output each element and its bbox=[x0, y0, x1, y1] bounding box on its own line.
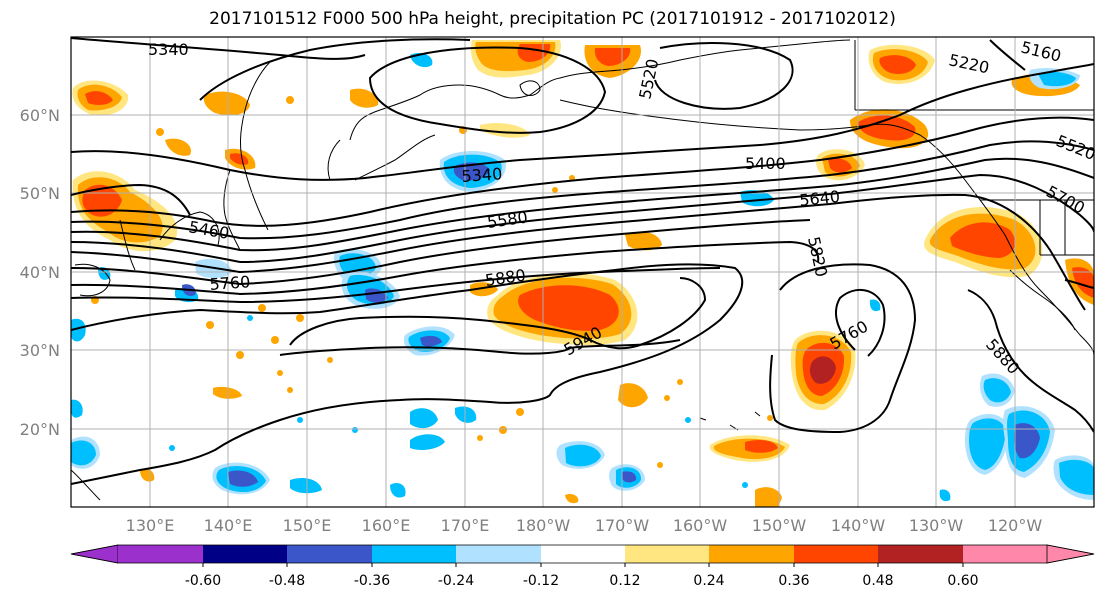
map-title: 2017101512 F000 500 hPa height, precipit… bbox=[209, 9, 896, 29]
lat-label: 60°N bbox=[20, 106, 60, 125]
colorbar-tick-label: 0.36 bbox=[778, 573, 809, 589]
colorbar-segment bbox=[541, 545, 625, 563]
colorbar-segment bbox=[794, 545, 878, 563]
lon-label: 160°W bbox=[673, 516, 728, 535]
lon-label: 170°W bbox=[595, 516, 650, 535]
contour-label: 5640 bbox=[798, 187, 840, 210]
colorbar-segment bbox=[709, 545, 794, 563]
lon-label: 150°W bbox=[752, 516, 807, 535]
lat-label: 30°N bbox=[20, 341, 60, 360]
colorbar-segment bbox=[118, 545, 203, 563]
colorbar-tick-label: -0.24 bbox=[438, 573, 474, 589]
colorbar-segment bbox=[203, 545, 287, 563]
colorbar-outline bbox=[70, 544, 1095, 564]
height-contours bbox=[71, 37, 1094, 485]
pos-anomaly-hawaii-ne bbox=[140, 330, 856, 507]
lon-label: 180°W bbox=[516, 516, 571, 535]
gridlines bbox=[71, 37, 1094, 507]
colorbar-tick-label: -0.48 bbox=[269, 573, 305, 589]
colorbar-segment bbox=[456, 545, 541, 563]
pos-anomaly-california bbox=[625, 207, 1094, 305]
lon-label: 160°E bbox=[362, 516, 411, 535]
colorbar-extend-low bbox=[70, 544, 119, 564]
lon-label: 140°E bbox=[204, 516, 253, 535]
colorbar-segment bbox=[287, 545, 372, 563]
contour-label: 5340 bbox=[148, 40, 189, 59]
colorbar-tick-label: 0.60 bbox=[947, 573, 978, 589]
lat-label: 20°N bbox=[20, 420, 60, 439]
colorbar-tick-label: -0.60 bbox=[185, 573, 221, 589]
longitude-labels: 130°E 140°E 150°E 160°E 170°E 180°W 170°… bbox=[126, 516, 1043, 535]
colorbar-tick-label: 0.48 bbox=[862, 573, 893, 589]
contour-label: 5340 bbox=[461, 164, 503, 186]
colorbar-extend-high bbox=[1046, 544, 1095, 564]
neg-anomaly-areas bbox=[71, 53, 1094, 502]
lat-label: 40°N bbox=[20, 263, 60, 282]
colorbar-ticks: -0.60 -0.48 -0.36 -0.24 -0.12 0.12 0.24 … bbox=[185, 573, 979, 589]
contour-label: 5760 bbox=[209, 272, 251, 294]
colorbar-tick-label: -0.36 bbox=[354, 573, 390, 589]
colorbar-segment bbox=[878, 545, 963, 563]
map-frame bbox=[70, 36, 1095, 508]
colorbar: -0.60 -0.48 -0.36 -0.24 -0.12 0.12 0.24 … bbox=[70, 544, 1095, 589]
pos-anomaly-kamchatka bbox=[165, 88, 530, 170]
lon-label: 170°E bbox=[441, 516, 490, 535]
colorbar-segments bbox=[70, 544, 1095, 567]
colorbar-segment bbox=[625, 545, 709, 563]
pos-anomaly-gulf-alaska bbox=[816, 44, 1080, 181]
lon-label: 130°W bbox=[909, 516, 964, 535]
lon-label: 140°W bbox=[831, 516, 886, 535]
lat-label: 50°N bbox=[20, 184, 60, 203]
colorbar-tick-label: 0.24 bbox=[693, 573, 724, 589]
latitude-labels: 60°N 50°N 40°N 30°N 20°N bbox=[20, 106, 60, 439]
lon-label: 120°W bbox=[988, 516, 1043, 535]
pos-anomaly-kuril bbox=[72, 80, 129, 116]
colorbar-segment bbox=[963, 545, 1047, 563]
colorbar-tick-label: -0.12 bbox=[523, 573, 559, 589]
contour-label: 5400 bbox=[745, 154, 786, 173]
colorbar-tick-label: 0.12 bbox=[609, 573, 640, 589]
colorbar-segment bbox=[372, 545, 456, 563]
lon-label: 130°E bbox=[126, 516, 175, 535]
lon-label: 150°E bbox=[283, 516, 332, 535]
